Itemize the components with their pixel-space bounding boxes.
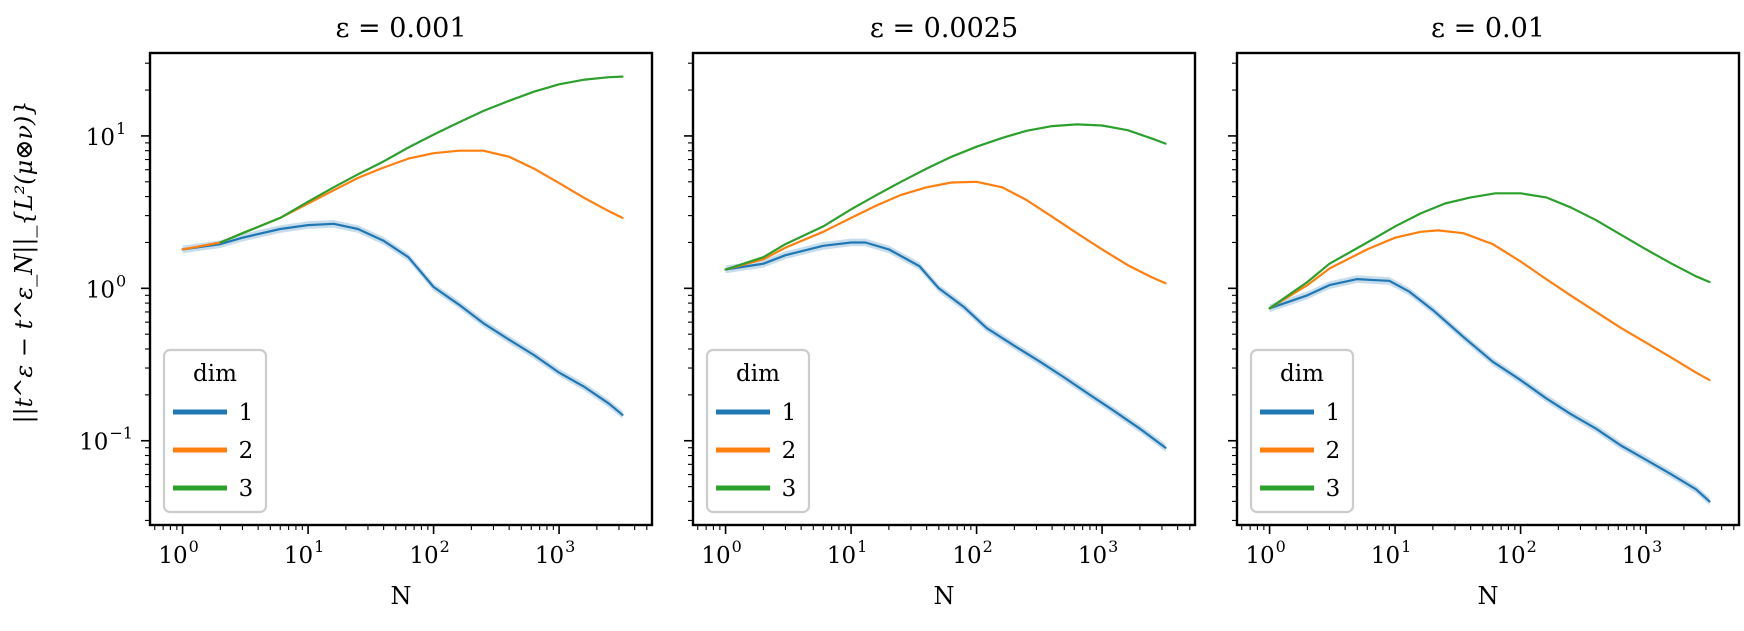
series-line-dim-3: [1268, 192, 1711, 310]
y-tick-label: 101: [86, 119, 126, 151]
x-tick-label: 102: [409, 537, 449, 569]
x-tick-label: 101: [284, 537, 324, 569]
y-axis-label-text: ||t^ε − t^ε_N||_{L²(μ⊗ν)}: [10, 100, 39, 423]
y-axis-label: ||t^ε − t^ε_N||_{L²(μ⊗ν)}: [10, 100, 39, 423]
legend-label-dim-1: 1: [239, 400, 254, 426]
y-tick-label: 100: [86, 271, 126, 303]
series-line-dim-1: [1268, 278, 1711, 503]
series-line-dim-3: [724, 123, 1167, 271]
legend-label-dim-2: 2: [1326, 438, 1341, 464]
series-group: [724, 123, 1167, 452]
legend-label-dim-3: 3: [1326, 476, 1341, 502]
y-tick-label: 10−1: [79, 424, 133, 456]
panel-title: ε = 0.001: [335, 13, 466, 44]
legend-label-dim-3: 3: [239, 476, 254, 502]
x-tick-label: 101: [827, 537, 867, 569]
legend-title: dim: [736, 361, 780, 387]
series-line-dim-3: [219, 75, 624, 244]
x-axis-label: N: [1478, 582, 1499, 610]
legend-label-dim-2: 2: [239, 438, 254, 464]
x-tick-label: 103: [1078, 537, 1118, 569]
x-tick-label: 100: [1245, 537, 1285, 569]
legend-box: [705, 348, 811, 514]
x-tick-label: 103: [535, 537, 575, 569]
series-group: [1268, 192, 1711, 506]
panel-title: ε = 0.01: [1431, 13, 1545, 44]
legend-label-dim-2: 2: [782, 438, 797, 464]
series-line-dim-1: [181, 222, 624, 416]
series-group: [181, 75, 624, 419]
legend-box: [1249, 348, 1355, 514]
x-tick-label: 102: [952, 537, 992, 569]
series-line-dim-1: [724, 241, 1167, 449]
x-tick-label: 100: [701, 537, 741, 569]
x-axis-label: N: [934, 582, 955, 610]
legend-title: dim: [193, 361, 237, 387]
panel-title: ε = 0.0025: [870, 13, 1018, 44]
x-tick-label: 103: [1622, 537, 1662, 569]
x-tick-label: 101: [1371, 537, 1411, 569]
x-axis-label: N: [391, 582, 412, 610]
legend-title: dim: [1280, 361, 1324, 387]
legend-label-dim-1: 1: [782, 400, 797, 426]
x-tick-label: 102: [1496, 537, 1536, 569]
x-tick-label: 100: [158, 537, 198, 569]
confidence-band-dim-1: [725, 238, 1166, 452]
legend-label-dim-3: 3: [782, 476, 797, 502]
legend-label-dim-1: 1: [1326, 400, 1341, 426]
series-line-dim-2: [1268, 229, 1711, 382]
legend-box: [162, 348, 268, 514]
series-line-dim-2: [724, 180, 1167, 285]
